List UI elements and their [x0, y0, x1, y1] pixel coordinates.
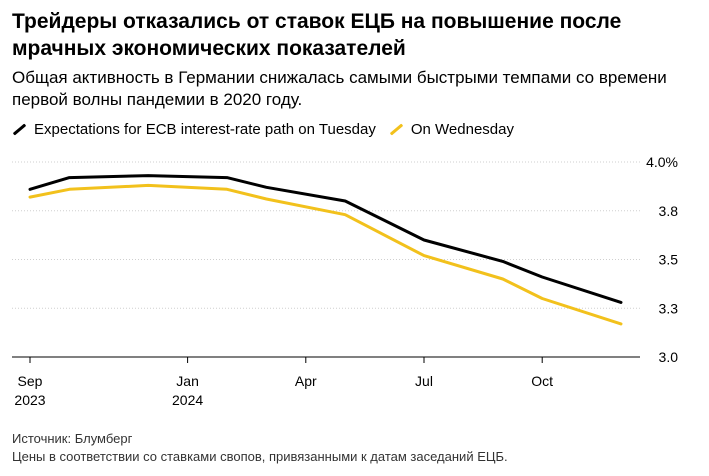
legend-label-tuesday: Expectations for ECB interest-rate path …: [34, 120, 376, 138]
chart-footer: Источник: Блумберг Цены в соответствии с…: [12, 430, 508, 466]
y-tick-label: 3.5: [659, 252, 679, 268]
x-tick-year-label: 2024: [172, 392, 203, 408]
y-tick-label: 3.8: [659, 203, 679, 219]
x-tick-label: Jul: [415, 373, 433, 389]
x-tick-label: Apr: [295, 373, 317, 389]
legend: Expectations for ECB interest-rate path …: [12, 119, 527, 139]
legend-item-wednesday: On Wednesday: [389, 121, 514, 138]
source-note: Источник: Блумберг: [12, 431, 133, 446]
y-tick-label: 3.0: [659, 349, 679, 365]
chart-subtitle: Общая активность в Германии снижалась са…: [12, 68, 667, 109]
legend-item-tuesday: Expectations for ECB interest-rate path …: [12, 121, 376, 138]
series-line-tuesday: [28, 174, 623, 304]
x-tick-label: Sep: [18, 373, 43, 389]
y-tick-label: 3.3: [659, 300, 679, 316]
chart-title: Трейдеры отказались от ставок ЕЦБ на пов…: [12, 10, 622, 60]
y-tick-label: 4.0%: [646, 154, 678, 170]
legend-label-wednesday: On Wednesday: [410, 120, 514, 138]
x-tick-label: Jan: [176, 373, 199, 389]
methodology-note: Цены в соответствии со ставками свопов, …: [12, 449, 508, 464]
x-tick-label: Oct: [531, 373, 553, 389]
series-line-wednesday: [28, 183, 623, 326]
x-tick-year-label: 2023: [14, 392, 45, 408]
